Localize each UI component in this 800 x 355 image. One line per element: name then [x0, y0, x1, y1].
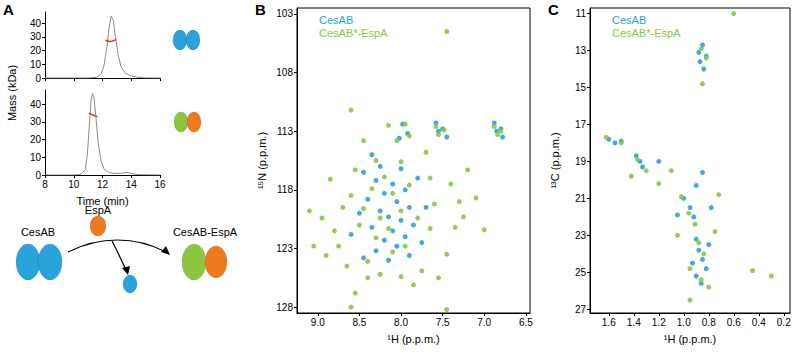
svg-text:108: 108: [276, 67, 293, 78]
svg-text:¹H (p.p.m.): ¹H (p.p.m.): [387, 333, 440, 345]
svg-text:¹H (p.p.m.): ¹H (p.p.m.): [664, 333, 717, 345]
svg-text:8.0: 8.0: [394, 317, 408, 328]
svg-text:CesAB*-EspA: CesAB*-EspA: [319, 27, 388, 39]
svg-text:CesAB: CesAB: [612, 14, 646, 26]
svg-text:16: 16: [154, 179, 166, 190]
svg-text:103: 103: [276, 8, 293, 19]
svg-text:CesAB: CesAB: [319, 14, 353, 26]
svg-text:113: 113: [277, 126, 293, 137]
svg-text:13: 13: [575, 45, 587, 56]
svg-text:23: 23: [575, 230, 587, 241]
svg-text:17: 17: [575, 119, 587, 130]
svg-text:0: 0: [35, 170, 41, 181]
svg-text:40: 40: [30, 99, 42, 110]
svg-text:30: 30: [30, 31, 42, 42]
svg-text:20: 20: [30, 134, 42, 145]
svg-text:CesAB*-EspA: CesAB*-EspA: [612, 27, 681, 39]
svg-text:0: 0: [35, 73, 41, 84]
svg-text:0.6: 0.6: [727, 317, 741, 328]
svg-text:7.0: 7.0: [477, 317, 491, 328]
svg-text:40: 40: [30, 18, 42, 29]
svg-text:CesAB: CesAB: [21, 226, 55, 238]
svg-text:B: B: [255, 1, 266, 18]
svg-text:1.4: 1.4: [627, 317, 641, 328]
svg-text:CesAB-EspA: CesAB-EspA: [173, 226, 238, 238]
svg-text:6.5: 6.5: [519, 317, 533, 328]
svg-text:27: 27: [575, 304, 587, 315]
svg-text:¹³C (p.p.m.): ¹³C (p.p.m.): [549, 132, 561, 188]
svg-text:123: 123: [276, 243, 293, 254]
svg-text:25: 25: [575, 267, 587, 278]
svg-text:10: 10: [68, 179, 80, 190]
svg-text:8: 8: [42, 179, 48, 190]
svg-text:Mass (kDa): Mass (kDa): [6, 65, 18, 121]
svg-text:0.2: 0.2: [777, 317, 791, 328]
svg-text:1.6: 1.6: [602, 317, 616, 328]
svg-text:14: 14: [126, 179, 138, 190]
svg-text:C: C: [548, 1, 559, 18]
svg-text:0.8: 0.8: [702, 317, 716, 328]
svg-text:7.5: 7.5: [436, 317, 450, 328]
svg-text:10: 10: [30, 59, 42, 70]
svg-text:118: 118: [277, 184, 293, 195]
svg-text:20: 20: [30, 45, 42, 56]
svg-text:11: 11: [576, 8, 587, 19]
svg-text:21: 21: [575, 193, 587, 204]
svg-text:1.2: 1.2: [652, 317, 666, 328]
svg-text:10: 10: [30, 152, 42, 163]
svg-text:1.0: 1.0: [677, 317, 691, 328]
svg-text:15: 15: [575, 82, 587, 93]
svg-text:9.0: 9.0: [311, 317, 325, 328]
svg-text:128: 128: [276, 302, 293, 313]
svg-text:A: A: [3, 1, 14, 18]
svg-text:12: 12: [97, 179, 109, 190]
svg-text:30: 30: [30, 116, 42, 127]
svg-text:19: 19: [575, 156, 587, 167]
svg-text:EspA: EspA: [84, 203, 112, 216]
svg-text:¹⁵N (p.p.m.): ¹⁵N (p.p.m.): [256, 132, 268, 189]
svg-text:0.4: 0.4: [752, 317, 766, 328]
svg-text:8.5: 8.5: [352, 317, 366, 328]
svg-text:Time (min): Time (min): [76, 195, 128, 207]
